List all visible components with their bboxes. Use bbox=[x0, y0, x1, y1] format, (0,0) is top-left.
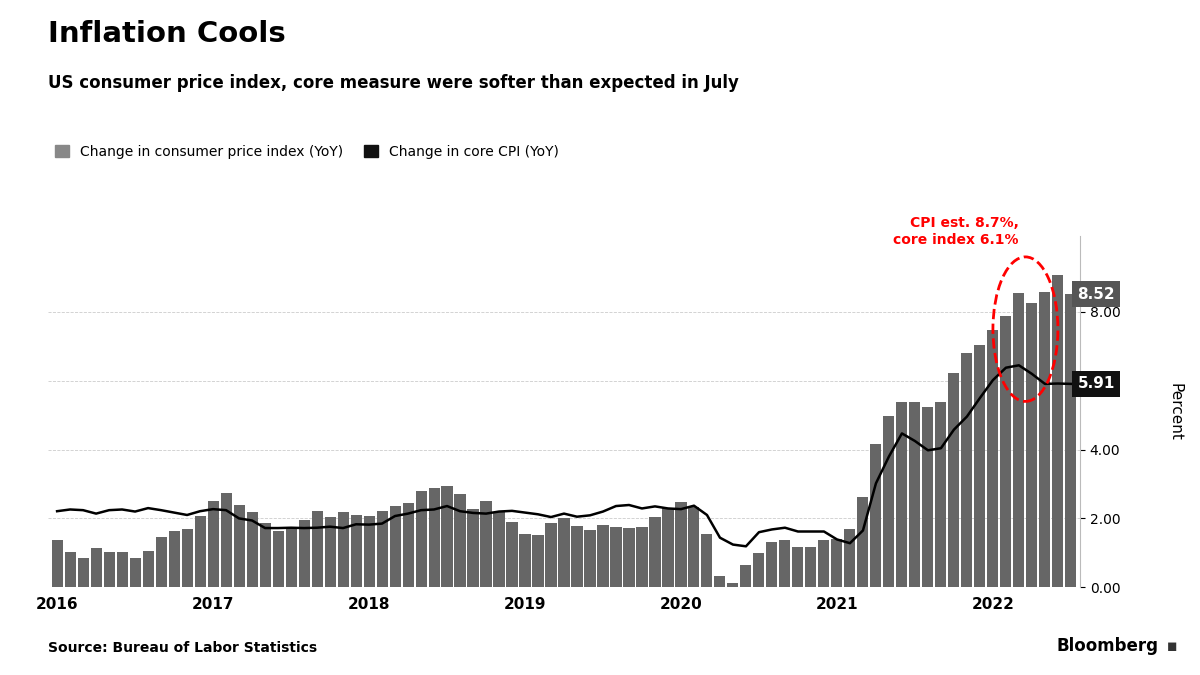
Bar bbox=[103, 552, 115, 587]
Bar bbox=[286, 528, 296, 587]
Bar bbox=[428, 489, 439, 587]
Bar bbox=[533, 535, 544, 587]
Text: Bloomberg: Bloomberg bbox=[1056, 637, 1158, 655]
Bar bbox=[234, 506, 245, 587]
Bar bbox=[402, 503, 414, 587]
Bar bbox=[1026, 303, 1038, 587]
Bar bbox=[740, 565, 751, 587]
Text: CPI est. 8.7%,
core index 6.1%: CPI est. 8.7%, core index 6.1% bbox=[894, 217, 1019, 246]
Bar bbox=[584, 531, 595, 587]
Bar bbox=[818, 541, 829, 587]
Bar bbox=[415, 491, 426, 587]
Text: US consumer price index, core measure were softer than expected in July: US consumer price index, core measure we… bbox=[48, 74, 739, 92]
Bar bbox=[702, 534, 713, 587]
Bar bbox=[767, 542, 778, 587]
Bar bbox=[390, 506, 401, 587]
Bar bbox=[324, 517, 336, 587]
Bar bbox=[974, 345, 985, 587]
Y-axis label: Percent: Percent bbox=[1168, 383, 1183, 441]
Bar bbox=[468, 509, 479, 587]
Bar bbox=[727, 583, 738, 587]
Bar bbox=[636, 526, 648, 587]
Bar bbox=[571, 526, 582, 587]
Bar bbox=[870, 444, 882, 587]
Bar bbox=[181, 529, 192, 587]
Bar bbox=[832, 539, 842, 587]
Bar bbox=[493, 512, 504, 587]
Bar bbox=[883, 416, 894, 587]
Bar bbox=[714, 576, 726, 587]
Bar bbox=[805, 547, 816, 587]
Bar bbox=[611, 527, 622, 587]
Bar bbox=[65, 552, 76, 587]
Bar bbox=[689, 507, 700, 587]
Bar bbox=[143, 551, 154, 587]
Bar bbox=[1013, 294, 1025, 587]
Bar bbox=[910, 402, 920, 587]
Bar bbox=[221, 493, 232, 587]
Legend: Change in consumer price index (YoY), Change in core CPI (YoY): Change in consumer price index (YoY), Ch… bbox=[55, 145, 559, 159]
Bar bbox=[272, 531, 283, 587]
Bar bbox=[442, 486, 452, 587]
Bar bbox=[649, 516, 660, 587]
Bar bbox=[455, 494, 466, 587]
Bar bbox=[337, 512, 348, 587]
Bar bbox=[961, 353, 972, 587]
Text: ◼: ◼ bbox=[1166, 641, 1177, 653]
Bar bbox=[558, 518, 570, 587]
Text: 5.91: 5.91 bbox=[1078, 377, 1115, 392]
Bar bbox=[792, 547, 804, 587]
Bar bbox=[1066, 294, 1076, 587]
Bar bbox=[1001, 317, 1012, 587]
Bar bbox=[598, 525, 608, 587]
Bar bbox=[208, 502, 218, 587]
Bar bbox=[1052, 275, 1063, 587]
Bar bbox=[1039, 292, 1050, 587]
Bar bbox=[299, 520, 310, 587]
Text: 8.52: 8.52 bbox=[1078, 287, 1115, 302]
Bar bbox=[506, 522, 517, 587]
Bar bbox=[130, 558, 140, 587]
Bar bbox=[546, 523, 557, 587]
Bar bbox=[520, 534, 530, 587]
Bar bbox=[948, 373, 960, 587]
Text: Source: Bureau of Labor Statistics: Source: Bureau of Labor Statistics bbox=[48, 641, 317, 655]
Bar bbox=[480, 501, 492, 587]
Bar bbox=[988, 330, 998, 587]
Bar bbox=[259, 523, 270, 587]
Bar bbox=[662, 508, 673, 587]
Bar bbox=[754, 553, 764, 587]
Bar bbox=[312, 510, 323, 587]
Bar bbox=[350, 514, 361, 587]
Bar bbox=[858, 497, 869, 587]
Bar bbox=[52, 540, 62, 587]
Bar bbox=[624, 529, 635, 587]
Bar bbox=[116, 553, 127, 587]
Bar bbox=[896, 402, 907, 587]
Bar bbox=[780, 540, 791, 587]
Bar bbox=[246, 512, 258, 587]
Bar bbox=[78, 558, 89, 587]
Bar bbox=[194, 516, 205, 587]
Bar bbox=[676, 502, 686, 587]
Bar bbox=[936, 402, 947, 587]
Bar bbox=[90, 548, 102, 587]
Text: Inflation Cools: Inflation Cools bbox=[48, 20, 286, 48]
Bar bbox=[364, 516, 374, 587]
Bar bbox=[168, 531, 180, 587]
Bar bbox=[845, 529, 856, 587]
Bar bbox=[156, 537, 167, 587]
Bar bbox=[377, 511, 388, 587]
Bar bbox=[923, 406, 934, 587]
